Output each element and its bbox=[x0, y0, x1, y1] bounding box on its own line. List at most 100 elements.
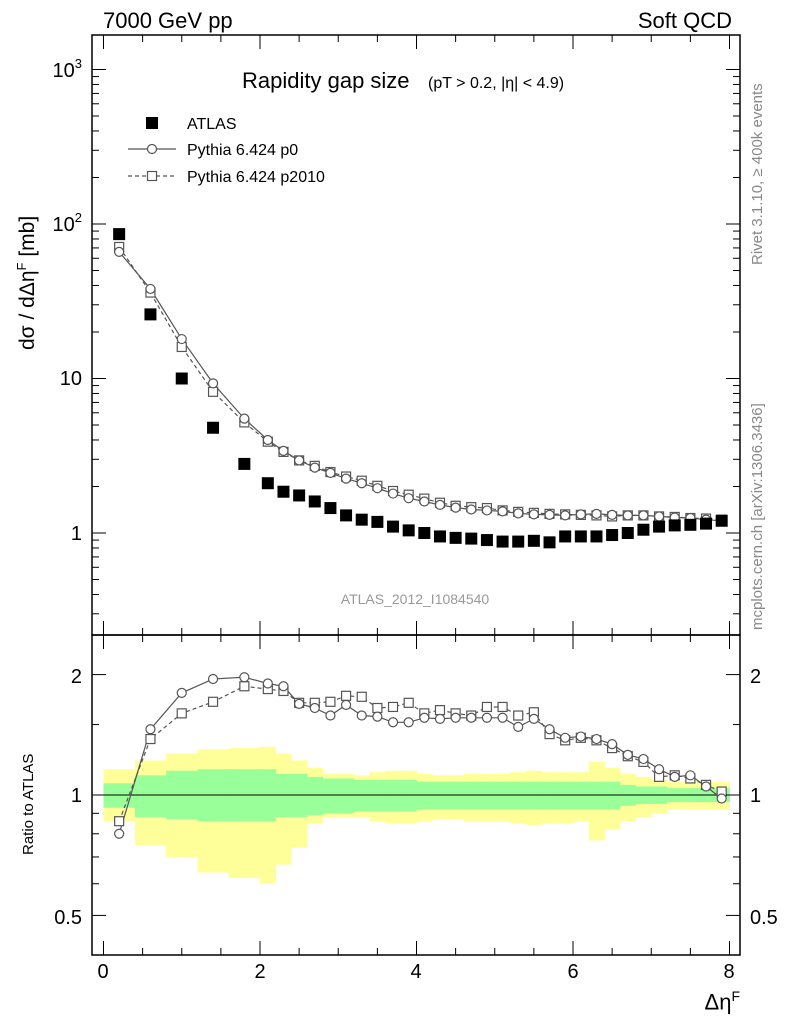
ratio-p0-point bbox=[387, 717, 399, 728]
legend-p0-marker bbox=[146, 143, 158, 155]
ratio-p0-point bbox=[309, 702, 320, 714]
y-tick-label-10: 10 bbox=[60, 368, 82, 390]
stat-band-bin bbox=[604, 781, 621, 810]
ratio-p0-point bbox=[497, 712, 508, 723]
ratio-p0-point bbox=[560, 732, 571, 743]
legend-atlas-marker bbox=[146, 117, 158, 129]
x-tick-label-2: 2 bbox=[254, 961, 265, 983]
ratio-p0-point bbox=[403, 717, 414, 728]
ratio-p2010-point bbox=[434, 705, 446, 716]
legend-p0-label: Pythia 6.424 p0 bbox=[187, 142, 298, 159]
y-tick-100-exp: 2 bbox=[75, 210, 82, 225]
p0-point bbox=[466, 504, 477, 515]
atlas-point bbox=[402, 524, 415, 537]
atlas-point bbox=[113, 228, 126, 241]
markers bbox=[113, 228, 728, 839]
atlas-point bbox=[480, 534, 493, 547]
atlas-point bbox=[144, 308, 157, 321]
p0-point bbox=[653, 511, 665, 522]
ratio-p0-point bbox=[325, 710, 336, 721]
p0-point bbox=[622, 510, 633, 521]
ratio-p2010-point bbox=[372, 702, 383, 714]
plot-title-cut: (pT > 0.2, |η| < 4.9) bbox=[428, 75, 564, 92]
p0-point bbox=[207, 378, 219, 389]
atlas-point bbox=[433, 530, 446, 543]
ratio-p0-point bbox=[207, 673, 219, 685]
stat-band-bin bbox=[385, 780, 402, 812]
ratio-p2010-point bbox=[387, 701, 399, 713]
stat-band-bin bbox=[369, 780, 386, 812]
p0-point bbox=[434, 499, 446, 511]
p0-point bbox=[278, 445, 289, 456]
stat-band-bin bbox=[479, 781, 496, 810]
x-axis-label: ΔηF bbox=[704, 988, 741, 1015]
ratio-p0-point bbox=[575, 731, 586, 742]
p0-point bbox=[114, 246, 125, 257]
atlas-point bbox=[324, 502, 337, 515]
p0-point bbox=[560, 510, 571, 521]
ratio-tick-label-1-right: 1 bbox=[750, 785, 761, 807]
ratio-p0-point bbox=[528, 713, 539, 724]
ratio-p0-point bbox=[638, 753, 649, 765]
ratio-p0-point bbox=[513, 721, 524, 732]
atlas-point bbox=[527, 534, 540, 547]
ratio-p0-point bbox=[340, 699, 352, 710]
stat-band-bin bbox=[338, 778, 355, 814]
y-tick-labels-main: 103 102 10 1 bbox=[53, 56, 82, 545]
p0-point bbox=[372, 483, 383, 494]
y-tick-1000-base: 10 bbox=[53, 60, 75, 82]
ratio-p0-point bbox=[176, 687, 187, 698]
ratio-p0-point bbox=[700, 781, 712, 792]
p0-point bbox=[607, 509, 618, 520]
p0-point bbox=[450, 502, 461, 513]
header-energy-label: 7000 GeV pp bbox=[103, 8, 233, 33]
legend: ATLAS Pythia 6.424 p0 Pythia 6.424 p2010 bbox=[128, 116, 325, 186]
ratio-tick-label-2-right: 2 bbox=[750, 666, 761, 688]
ratio-p0-point bbox=[239, 672, 250, 683]
ratio-p2010-point bbox=[340, 690, 352, 701]
p0-point bbox=[638, 510, 649, 521]
ratio-p2010-point bbox=[325, 696, 336, 707]
stat-band-bin bbox=[463, 781, 480, 810]
x-tick-label-8: 8 bbox=[723, 961, 734, 983]
stat-band-bin bbox=[134, 775, 167, 818]
p0-point bbox=[419, 496, 430, 507]
p0-point bbox=[176, 333, 187, 345]
ratio-p0-point bbox=[278, 681, 289, 692]
ratio-p0-point bbox=[372, 711, 383, 722]
p0-point bbox=[544, 509, 555, 520]
ratio-p0-point bbox=[653, 764, 665, 775]
atlas-point bbox=[175, 372, 188, 385]
legend-atlas-label: ATLAS bbox=[187, 116, 237, 133]
ratio-p0-point bbox=[591, 733, 602, 745]
analysis-label: ATLAS_2012_I1084540 bbox=[341, 591, 490, 607]
stat-band-bin bbox=[353, 780, 371, 812]
atlas-point bbox=[207, 421, 220, 434]
atlas-point bbox=[418, 527, 431, 539]
ratio-p0-point bbox=[419, 712, 430, 723]
p0-point bbox=[513, 508, 524, 519]
p0-point bbox=[294, 455, 305, 466]
stat-band-bin bbox=[416, 781, 433, 810]
atlas-point bbox=[496, 535, 509, 548]
stat-band-bin bbox=[432, 781, 449, 810]
atlas-point bbox=[668, 519, 681, 532]
p0-point bbox=[528, 509, 539, 520]
ratio-p0-point bbox=[466, 712, 477, 723]
atlas-point bbox=[355, 513, 368, 526]
ratio-p2010-point bbox=[207, 696, 219, 707]
p0-point bbox=[591, 508, 602, 519]
ratio-p2010-point bbox=[356, 691, 367, 702]
y-tick-label-1000: 103 bbox=[53, 56, 82, 82]
ratio-p2010-point bbox=[114, 816, 125, 827]
p0-point bbox=[309, 462, 320, 473]
p0-point bbox=[262, 434, 273, 446]
ratio-p0-point bbox=[685, 770, 696, 781]
ratio-p2010-point bbox=[176, 708, 187, 719]
ratio-p0-point bbox=[607, 739, 618, 750]
x-tick-label-6: 6 bbox=[567, 961, 578, 983]
atlas-point bbox=[559, 530, 572, 543]
stat-band-bin bbox=[557, 781, 574, 810]
atlas-point bbox=[684, 518, 697, 531]
